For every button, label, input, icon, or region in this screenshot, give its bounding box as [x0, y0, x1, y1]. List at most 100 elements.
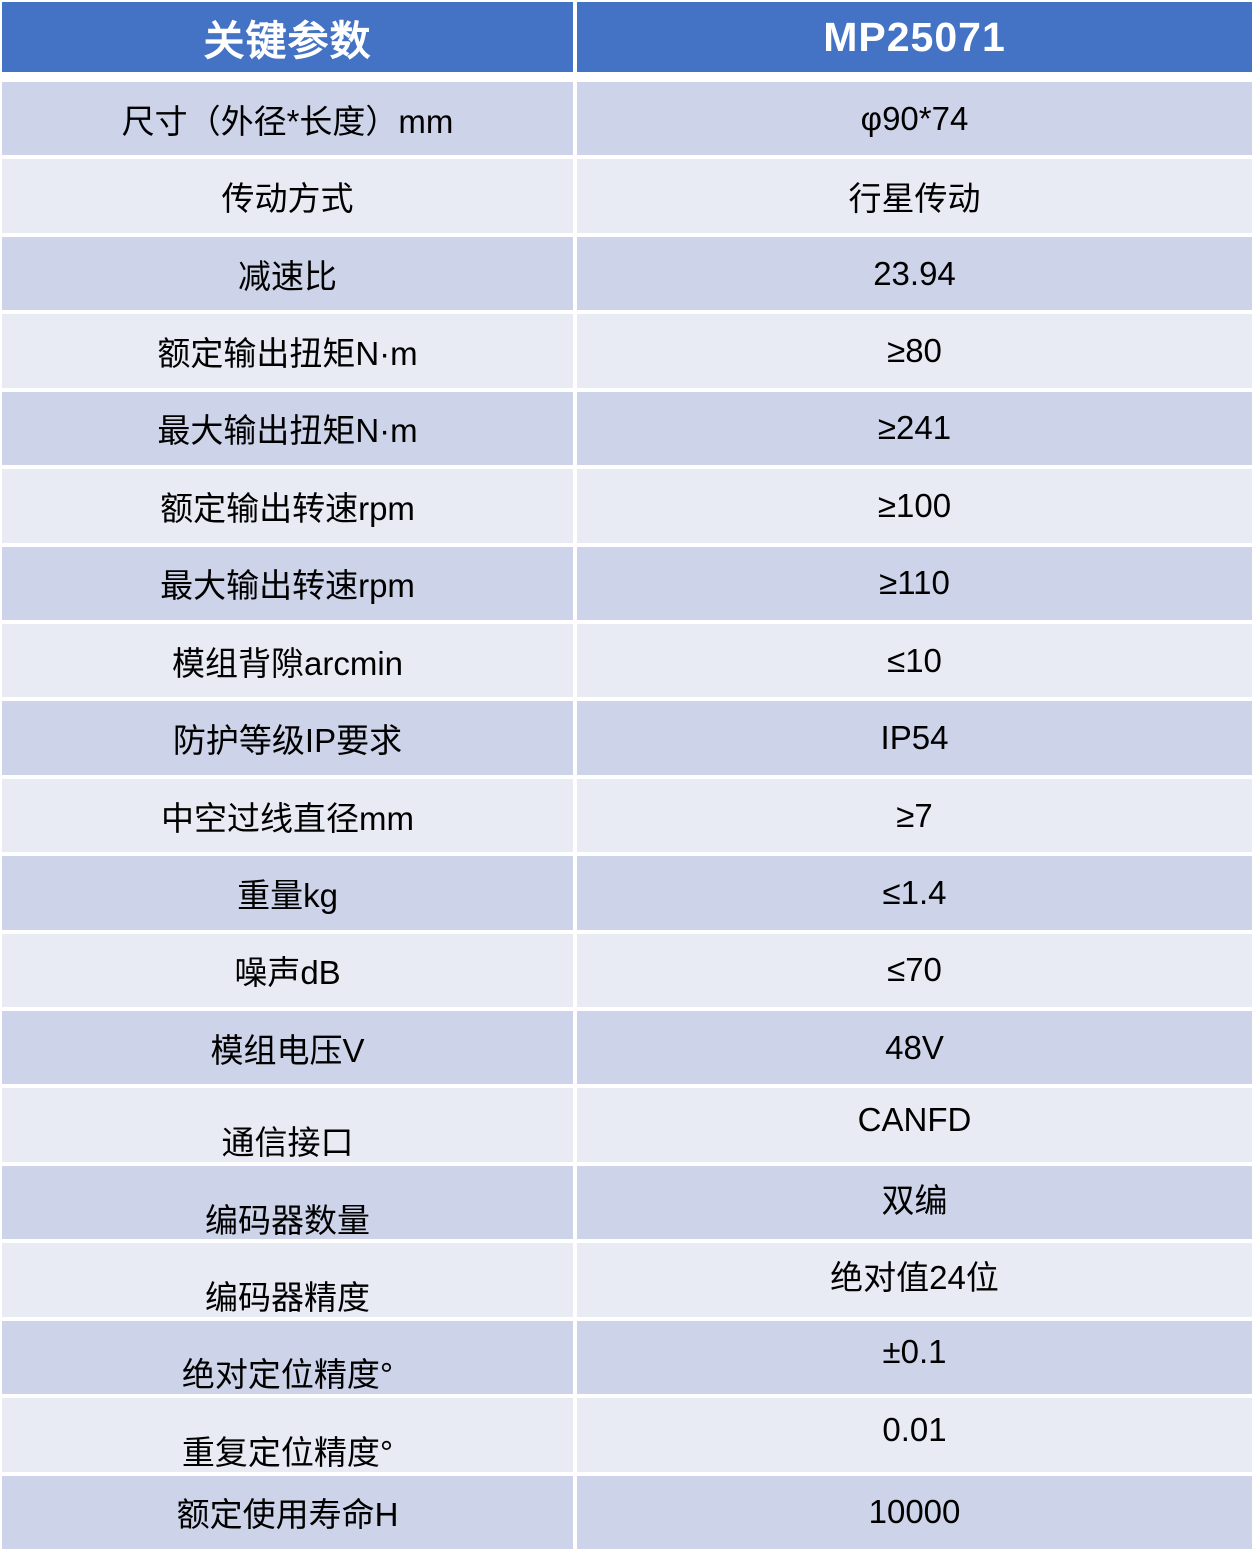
param-label-cell: 编码器精度 [2, 1243, 573, 1317]
param-value-cell: 双编 [577, 1165, 1252, 1240]
param-label-cell: 尺寸（外径*长度）mm [2, 82, 573, 156]
param-label-cell: 绝对定位精度° [2, 1320, 573, 1395]
header-param-label: 关键参数 [203, 18, 372, 64]
param-label: 重复定位精度° [181, 1433, 394, 1471]
table-row: 尺寸（外径*长度）mm φ90*74 [2, 82, 1252, 156]
table-row: 传动方式 行星传动 [2, 159, 1252, 233]
param-label: 编码器数量 [205, 1201, 370, 1239]
table-body: 尺寸（外径*长度）mm φ90*74 传动方式 行星传动 减速比 23.94 额… [2, 82, 1252, 1550]
param-value-cell: ≥100 [577, 469, 1252, 543]
header-model-cell: MP25071 [577, 2, 1252, 72]
param-value: 绝对值24位 [830, 1259, 999, 1297]
param-value-cell: CANFD [577, 1088, 1252, 1162]
param-value: ≤1.4 [882, 873, 947, 911]
param-label: 模组电压V [210, 1031, 365, 1069]
param-label-cell: 额定输出扭矩N·m [2, 314, 573, 388]
param-value: 0.01 [882, 1410, 947, 1448]
table-row: 额定使用寿命H 10000 [2, 1475, 1252, 1550]
table-row: 模组电压V 48V [2, 1011, 1252, 1085]
table-row: 编码器精度 绝对值24位 [2, 1243, 1252, 1317]
param-value: CANFD [857, 1101, 972, 1139]
table-row: 中空过线直径mm ≥7 [2, 778, 1252, 853]
param-value-cell: φ90*74 [577, 82, 1252, 156]
table-row: 最大输出转速rpm ≥110 [2, 546, 1252, 620]
table-row: 绝对定位精度° ±0.1 [2, 1320, 1252, 1395]
param-value: 双编 [881, 1181, 948, 1219]
table-row: 额定输出转速rpm ≥100 [2, 469, 1252, 543]
param-value: ≥100 [877, 486, 952, 524]
table-row: 防护等级IP要求 IP54 [2, 701, 1252, 775]
param-value-cell: ≤10 [577, 623, 1252, 698]
param-label: 额定输出转速rpm [160, 489, 415, 527]
param-label: 最大输出扭矩N·m [157, 412, 418, 450]
param-label: 通信接口 [221, 1124, 354, 1162]
param-label: 传动方式 [221, 180, 354, 218]
param-label-cell: 噪声dB [2, 933, 573, 1008]
param-label: 额定输出扭矩N·m [157, 334, 418, 372]
param-label: 额定使用寿命H [176, 1496, 399, 1534]
param-label-cell: 模组背隙arcmin [2, 623, 573, 698]
param-label-cell: 额定使用寿命H [2, 1475, 573, 1550]
table-row: 最大输出扭矩N·m ≥241 [2, 391, 1252, 466]
param-label-cell: 模组电压V [2, 1011, 573, 1085]
param-value: IP54 [880, 719, 949, 757]
param-label-cell: 传动方式 [2, 159, 573, 233]
param-value: ≤70 [887, 951, 942, 989]
param-value: ≥110 [879, 564, 950, 602]
param-value-cell: 23.94 [577, 236, 1252, 311]
param-value-cell: ±0.1 [577, 1320, 1252, 1395]
param-label-cell: 通信接口 [2, 1088, 573, 1162]
param-value: ≥7 [896, 796, 933, 834]
table-row: 重量kg ≤1.4 [2, 856, 1252, 930]
param-value-cell: IP54 [577, 701, 1252, 775]
param-label: 重量kg [237, 876, 338, 914]
param-value-cell: 10000 [577, 1475, 1252, 1550]
param-label-cell: 编码器数量 [2, 1165, 573, 1240]
param-value-cell: 行星传动 [577, 159, 1252, 233]
param-label: 防护等级IP要求 [172, 722, 403, 760]
param-value-cell: ≥241 [577, 391, 1252, 466]
param-label: 模组背隙arcmin [171, 644, 404, 682]
header-param-cell: 关键参数 [2, 2, 573, 72]
param-value-cell: 48V [577, 1011, 1252, 1085]
param-label-cell: 重量kg [2, 856, 573, 930]
param-label: 编码器精度 [205, 1279, 370, 1317]
param-label: 中空过线直径mm [161, 799, 414, 837]
param-label-cell: 重复定位精度° [2, 1398, 573, 1472]
param-value-cell: ≤70 [577, 933, 1252, 1008]
table-row: 模组背隙arcmin ≤10 [2, 623, 1252, 698]
param-label-cell: 额定输出转速rpm [2, 469, 573, 543]
table-row: 通信接口 CANFD [2, 1088, 1252, 1162]
param-label-cell: 减速比 [2, 236, 573, 311]
param-value: 23.94 [873, 254, 956, 292]
param-value: ≥241 [877, 409, 952, 447]
header-model-label: MP25071 [823, 13, 1006, 60]
table-row: 噪声dB ≤70 [2, 933, 1252, 1008]
param-value-cell: 绝对值24位 [577, 1243, 1252, 1317]
param-value-cell: ≥110 [577, 546, 1252, 620]
param-value: 48V [885, 1028, 944, 1066]
param-value-cell: ≤1.4 [577, 856, 1252, 930]
param-value: 行星传动 [848, 180, 981, 218]
param-label: 绝对定位精度° [181, 1356, 394, 1394]
table-row: 重复定位精度° 0.01 [2, 1398, 1252, 1472]
table-row: 减速比 23.94 [2, 236, 1252, 311]
param-value: ≤10 [887, 641, 942, 679]
param-value: φ90*74 [860, 99, 969, 137]
param-value: ≥80 [887, 331, 942, 369]
param-label: 噪声dB [234, 954, 341, 992]
param-value-cell: ≥80 [577, 314, 1252, 388]
param-label: 减速比 [238, 257, 337, 295]
param-value-cell: ≥7 [577, 778, 1252, 853]
param-label-cell: 最大输出转速rpm [2, 546, 573, 620]
table-header-row: 关键参数 MP25071 [2, 2, 1252, 72]
param-label-cell: 最大输出扭矩N·m [2, 391, 573, 466]
param-value: ±0.1 [882, 1333, 947, 1371]
table-row: 编码器数量 双编 [2, 1165, 1252, 1240]
param-label-cell: 防护等级IP要求 [2, 701, 573, 775]
param-value-cell: 0.01 [577, 1398, 1252, 1472]
param-label: 最大输出转速rpm [160, 567, 415, 605]
table-row: 额定输出扭矩N·m ≥80 [2, 314, 1252, 388]
param-label: 尺寸（外径*长度）mm [121, 102, 454, 140]
